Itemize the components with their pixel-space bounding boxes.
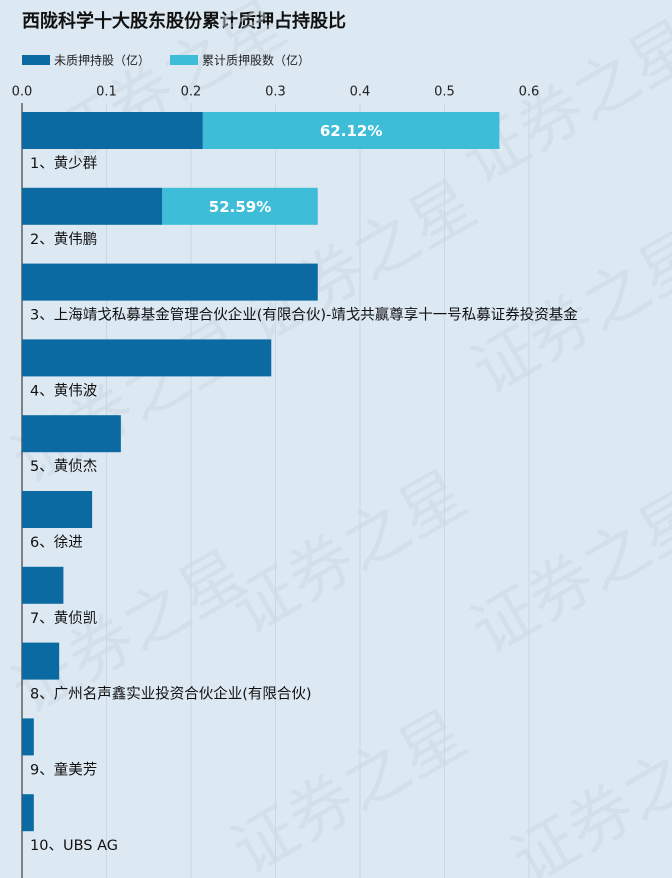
category-label: 4、黄伟波 [30,382,98,399]
legend-swatch [22,55,50,65]
category-label: 10、UBS AG [30,838,118,854]
x-tick-label: 0.0 [12,85,33,100]
bar [22,415,121,453]
category-label: 3、上海靖戈私募基金管理合伙企业(有限合伙)-靖戈共赢尊享十一号私募证券投资基金 [30,306,578,324]
x-tick-label: 0.5 [434,85,455,100]
category-label: 1、黄少群 [30,155,97,172]
x-tick-label: 0.4 [350,85,371,100]
bar [22,794,34,832]
watermark: 证券之星 [460,477,672,669]
x-tick-label: 0.2 [181,85,202,100]
x-tick-label: 0.6 [519,85,540,100]
bar-annotation: 52.59% [209,198,271,216]
category-label: 9、童美芳 [30,760,97,778]
bar [202,112,500,149]
chart-title: 西陇科学十大股东股份累计质押占持股比 [22,10,346,32]
bar [22,491,93,528]
bar [22,566,64,604]
bar-annotation: 62.12% [320,122,382,140]
bar [22,718,34,756]
watermark: 证券之星 [220,697,479,878]
bar [22,642,60,680]
legend-label: 累计质押股数（亿） [202,53,310,68]
bar [22,339,272,377]
watermark: 证券之星 [500,707,672,878]
legend-swatch [170,55,199,65]
bar [22,187,163,225]
category-label: 5、黄侦杰 [30,458,97,475]
watermark: 证券之星 [450,7,672,199]
legend-label: 未质押持股（亿） [54,53,150,68]
category-label: 7、黄侦凯 [30,610,97,627]
x-tick-label: 0.3 [265,85,286,100]
bar [22,112,203,149]
category-label: 6、徐进 [30,534,83,551]
bar [22,263,318,301]
watermark: 证券之星 [220,457,479,649]
category-label: 2、黄伟鹏 [30,231,97,248]
x-tick-label: 0.1 [96,85,117,100]
category-label: 8、广州名声鑫实业投资合伙企业(有限合伙) [30,685,312,703]
bar [162,187,318,225]
